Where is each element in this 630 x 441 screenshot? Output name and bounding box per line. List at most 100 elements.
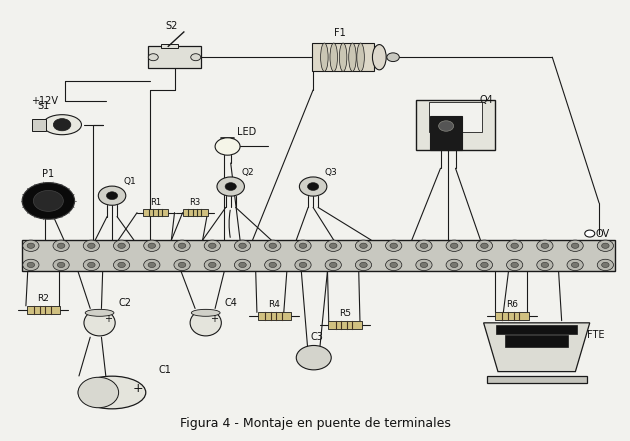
Circle shape bbox=[541, 262, 549, 268]
Bar bbox=[21, 240, 615, 271]
Text: R1: R1 bbox=[150, 198, 161, 207]
Circle shape bbox=[88, 262, 95, 268]
Circle shape bbox=[355, 259, 372, 271]
Circle shape bbox=[450, 243, 458, 248]
Circle shape bbox=[239, 243, 246, 248]
Text: R4: R4 bbox=[268, 300, 280, 310]
Circle shape bbox=[33, 191, 64, 211]
Circle shape bbox=[476, 259, 493, 271]
Circle shape bbox=[265, 259, 281, 271]
Circle shape bbox=[27, 262, 35, 268]
Circle shape bbox=[106, 192, 118, 200]
Circle shape bbox=[296, 345, 331, 370]
Text: +: + bbox=[210, 314, 219, 324]
Circle shape bbox=[27, 243, 35, 248]
Circle shape bbox=[511, 262, 518, 268]
Circle shape bbox=[113, 240, 130, 251]
Circle shape bbox=[541, 243, 549, 248]
Circle shape bbox=[481, 243, 488, 248]
Bar bbox=[183, 209, 208, 216]
Bar bbox=[148, 46, 201, 68]
Bar bbox=[32, 119, 46, 131]
Circle shape bbox=[148, 54, 158, 61]
Circle shape bbox=[209, 262, 216, 268]
Ellipse shape bbox=[78, 377, 118, 408]
Circle shape bbox=[602, 262, 609, 268]
Circle shape bbox=[420, 262, 428, 268]
Circle shape bbox=[355, 240, 372, 251]
Circle shape bbox=[537, 240, 553, 251]
Text: Q3: Q3 bbox=[324, 168, 337, 177]
Ellipse shape bbox=[78, 376, 146, 409]
Text: F1: F1 bbox=[334, 28, 346, 38]
Circle shape bbox=[234, 240, 251, 251]
Bar bbox=[429, 102, 482, 132]
Circle shape bbox=[118, 262, 125, 268]
Circle shape bbox=[360, 262, 367, 268]
Text: Figura 4 - Montaje en puente de terminales: Figura 4 - Montaje en puente de terminal… bbox=[180, 416, 450, 430]
Circle shape bbox=[597, 240, 614, 251]
Circle shape bbox=[597, 259, 614, 271]
Circle shape bbox=[269, 262, 277, 268]
Circle shape bbox=[118, 243, 125, 248]
Bar bbox=[312, 43, 374, 71]
Circle shape bbox=[295, 259, 311, 271]
Ellipse shape bbox=[372, 45, 386, 70]
Bar bbox=[496, 325, 577, 334]
Bar bbox=[258, 312, 291, 320]
Bar bbox=[487, 376, 587, 383]
Circle shape bbox=[602, 243, 609, 248]
Circle shape bbox=[239, 262, 246, 268]
Polygon shape bbox=[484, 323, 590, 372]
Circle shape bbox=[204, 240, 220, 251]
Circle shape bbox=[299, 243, 307, 248]
Circle shape bbox=[178, 243, 186, 248]
Circle shape bbox=[446, 240, 462, 251]
Ellipse shape bbox=[349, 43, 356, 71]
Circle shape bbox=[329, 262, 337, 268]
Circle shape bbox=[178, 262, 186, 268]
Circle shape bbox=[174, 240, 190, 251]
Text: +: + bbox=[133, 381, 144, 395]
Text: C4: C4 bbox=[224, 298, 237, 308]
Circle shape bbox=[360, 243, 367, 248]
Circle shape bbox=[438, 121, 454, 131]
Bar bbox=[328, 321, 362, 329]
Circle shape bbox=[53, 259, 69, 271]
Circle shape bbox=[567, 259, 583, 271]
Circle shape bbox=[234, 259, 251, 271]
Circle shape bbox=[215, 138, 240, 155]
Circle shape bbox=[299, 177, 327, 196]
Circle shape bbox=[307, 183, 319, 191]
Circle shape bbox=[476, 240, 493, 251]
Circle shape bbox=[511, 243, 518, 248]
Circle shape bbox=[174, 259, 190, 271]
Ellipse shape bbox=[192, 309, 220, 316]
Bar bbox=[495, 312, 529, 320]
Text: R6: R6 bbox=[506, 300, 518, 310]
Bar bbox=[416, 100, 495, 150]
Text: P1: P1 bbox=[42, 169, 54, 179]
Text: R3: R3 bbox=[190, 198, 201, 207]
Circle shape bbox=[23, 259, 39, 271]
Circle shape bbox=[585, 230, 595, 237]
Circle shape bbox=[148, 243, 156, 248]
Circle shape bbox=[269, 243, 277, 248]
Ellipse shape bbox=[43, 115, 81, 135]
Text: R5: R5 bbox=[339, 309, 351, 318]
Circle shape bbox=[416, 240, 432, 251]
Circle shape bbox=[54, 119, 71, 131]
Bar bbox=[430, 116, 462, 150]
Text: +: + bbox=[105, 314, 112, 324]
Circle shape bbox=[148, 262, 156, 268]
Text: Q4: Q4 bbox=[480, 95, 493, 105]
Ellipse shape bbox=[387, 53, 399, 62]
Circle shape bbox=[83, 240, 100, 251]
Circle shape bbox=[481, 262, 488, 268]
Circle shape bbox=[53, 240, 69, 251]
Circle shape bbox=[507, 240, 523, 251]
Circle shape bbox=[217, 177, 244, 196]
Text: S2: S2 bbox=[165, 21, 178, 31]
Circle shape bbox=[420, 243, 428, 248]
Circle shape bbox=[191, 54, 201, 61]
